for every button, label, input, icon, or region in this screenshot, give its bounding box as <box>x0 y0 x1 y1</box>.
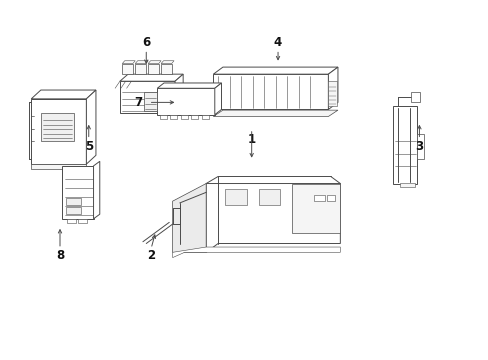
Bar <box>181 115 187 119</box>
Polygon shape <box>135 61 148 64</box>
Text: 7: 7 <box>134 96 142 109</box>
Bar <box>392 106 416 184</box>
Text: 1: 1 <box>247 133 255 146</box>
Polygon shape <box>416 134 424 159</box>
Bar <box>66 198 81 205</box>
Polygon shape <box>122 61 135 64</box>
Bar <box>161 64 171 74</box>
Bar <box>41 113 74 141</box>
Bar <box>143 92 157 111</box>
Polygon shape <box>172 184 206 252</box>
Bar <box>313 195 324 201</box>
Polygon shape <box>148 61 161 64</box>
Bar <box>78 219 87 223</box>
Bar <box>327 195 334 201</box>
Polygon shape <box>93 161 100 219</box>
Bar <box>328 81 336 106</box>
Polygon shape <box>206 184 340 252</box>
Polygon shape <box>157 83 221 88</box>
Polygon shape <box>86 90 96 164</box>
Polygon shape <box>328 67 337 109</box>
Polygon shape <box>120 74 183 81</box>
Bar <box>399 183 414 187</box>
Polygon shape <box>175 74 183 113</box>
Bar <box>191 115 198 119</box>
Bar <box>258 189 280 205</box>
Polygon shape <box>161 61 174 64</box>
Polygon shape <box>172 247 340 258</box>
Polygon shape <box>292 184 340 233</box>
Text: 5: 5 <box>84 140 93 153</box>
Bar <box>62 166 93 219</box>
Text: 6: 6 <box>142 36 150 49</box>
Bar <box>67 219 76 223</box>
Text: 8: 8 <box>56 249 64 262</box>
Bar <box>213 74 328 109</box>
Polygon shape <box>213 110 337 117</box>
Bar <box>148 64 159 74</box>
Bar <box>66 207 81 213</box>
Polygon shape <box>214 83 221 115</box>
Bar <box>31 164 86 170</box>
Bar <box>157 88 214 115</box>
Bar <box>31 99 86 164</box>
Text: 4: 4 <box>273 36 282 49</box>
Bar <box>202 115 208 119</box>
Bar <box>160 115 166 119</box>
Bar <box>410 92 419 102</box>
Polygon shape <box>213 67 337 74</box>
Text: 2: 2 <box>147 249 155 262</box>
Polygon shape <box>31 90 96 99</box>
Bar <box>120 81 175 113</box>
Bar <box>170 115 177 119</box>
Text: 3: 3 <box>414 140 423 153</box>
Bar <box>122 64 133 74</box>
Bar <box>135 64 145 74</box>
Bar <box>225 189 246 205</box>
